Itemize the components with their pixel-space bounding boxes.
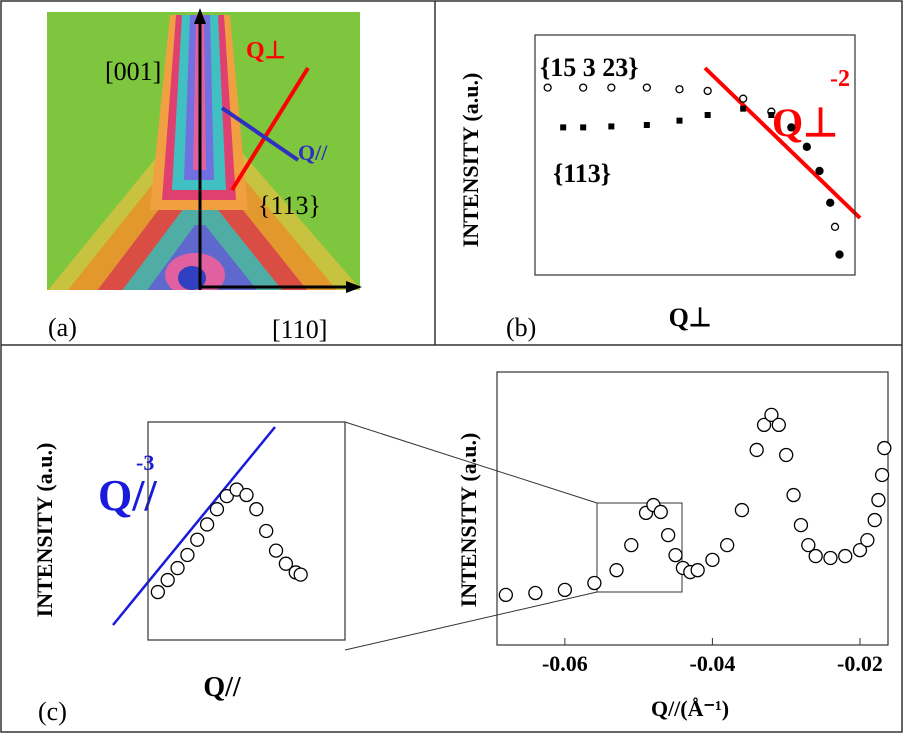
panel-label: (b) (506, 313, 536, 342)
point (771, 417, 786, 433)
point (756, 417, 772, 433)
point (579, 83, 588, 92)
point (676, 117, 683, 124)
point (190, 532, 205, 547)
x-axis-label: Q// (203, 672, 242, 703)
plot-area (534, 34, 856, 276)
point (661, 527, 676, 543)
point (739, 94, 748, 103)
point (808, 548, 823, 564)
point (675, 85, 684, 94)
point (867, 512, 882, 528)
point (607, 83, 616, 92)
point (803, 143, 810, 150)
point (580, 124, 587, 131)
point (209, 502, 225, 517)
fit-line (703, 66, 862, 220)
axis-label: [001] (105, 57, 161, 86)
point (268, 543, 284, 558)
point (239, 487, 254, 503)
point (690, 563, 705, 578)
point (838, 548, 853, 564)
fit-line (112, 426, 276, 626)
vector-label: Q⊥ (246, 38, 286, 64)
series-label: {15 3 23} (540, 53, 639, 82)
y-axis-label: INTENSITY (a.u.) (456, 433, 481, 608)
point (860, 532, 875, 548)
series-label: {113} (553, 159, 611, 188)
point (816, 167, 823, 174)
point (608, 123, 615, 130)
panel-label: (a) (48, 313, 77, 342)
point (180, 547, 195, 563)
point (498, 587, 514, 603)
zoom-connector (344, 591, 598, 651)
point (668, 547, 683, 563)
point (560, 124, 567, 131)
plot-area (147, 421, 346, 641)
point (278, 556, 294, 571)
point (764, 407, 779, 423)
point (259, 523, 274, 539)
point (170, 560, 185, 576)
point (779, 447, 794, 463)
point (720, 537, 735, 553)
vector-label: Q// (298, 140, 328, 165)
axis-label: [110] (272, 315, 327, 344)
panel-label: (c) (38, 697, 67, 726)
point (852, 542, 868, 558)
point (874, 467, 890, 483)
point (749, 442, 764, 458)
point (642, 83, 651, 92)
point (199, 517, 215, 532)
point (801, 537, 816, 553)
point (871, 492, 886, 508)
x-tick-label: -0.06 (542, 651, 588, 676)
y-axis-label: INTENSITY (a.u.) (32, 443, 57, 618)
fit-label: Q⊥ (772, 100, 838, 145)
point (609, 563, 624, 578)
fit-exponent: -3 (136, 450, 154, 475)
x-axis-label: Q//(Å⁻¹) (651, 696, 729, 721)
point (624, 537, 639, 553)
plot-area (496, 371, 889, 646)
point (543, 83, 552, 92)
point (249, 502, 264, 517)
zoom-box (596, 502, 683, 593)
reflection-label: {113} (258, 191, 321, 220)
point (836, 251, 843, 258)
y-axis-label: INTENSITY (a.u.) (458, 73, 483, 248)
fit-exponent: -2 (830, 66, 850, 92)
point (293, 567, 308, 582)
point (827, 199, 834, 206)
point (793, 517, 809, 533)
point (528, 585, 543, 601)
point (768, 112, 775, 118)
point (830, 222, 840, 231)
point (786, 487, 801, 503)
point (734, 502, 750, 518)
point (823, 550, 838, 566)
x-tick-label: -0.04 (690, 651, 736, 676)
point (788, 124, 795, 131)
point (557, 582, 573, 598)
point (740, 105, 747, 112)
point (877, 440, 892, 456)
point (653, 504, 668, 520)
point (219, 488, 234, 504)
x-tick-label: -0.02 (837, 651, 883, 676)
point (703, 86, 712, 96)
rsm-image (47, 8, 362, 293)
point (705, 552, 720, 567)
point (160, 572, 175, 588)
point (704, 112, 711, 118)
point (150, 584, 166, 600)
x-axis-label: Q⊥ (669, 303, 712, 332)
point (587, 575, 602, 591)
zoom-connector (344, 421, 598, 504)
point (643, 121, 650, 128)
